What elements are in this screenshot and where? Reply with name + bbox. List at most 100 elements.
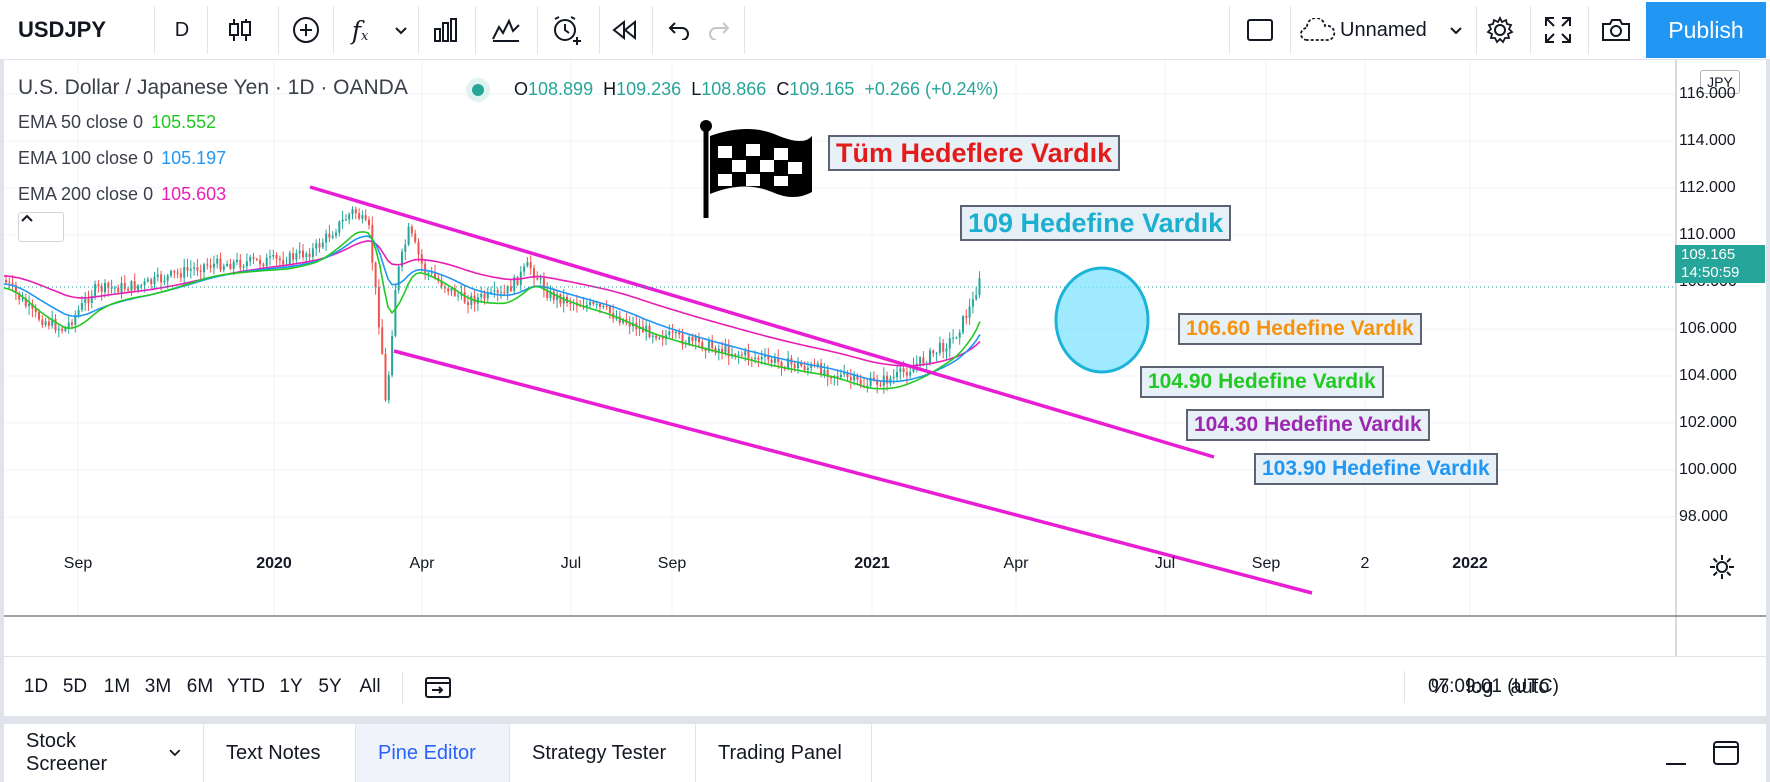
- symbol-search-button[interactable]: USDJPY: [18, 17, 107, 42]
- candle-body: [523, 266, 526, 272]
- divider: [475, 6, 476, 54]
- candles-style-icon[interactable]: [218, 0, 262, 60]
- candle-body: [777, 357, 780, 363]
- fullscreen-icon[interactable]: [1538, 0, 1578, 60]
- range-1y[interactable]: 1Y: [279, 676, 303, 697]
- range-3m[interactable]: 3M: [144, 676, 172, 697]
- range-5y[interactable]: 5Y: [318, 676, 342, 697]
- upper-trendline[interactable]: [309, 185, 1215, 459]
- lower-trendline[interactable]: [393, 349, 1313, 595]
- templates-icon[interactable]: [484, 0, 528, 60]
- target-circle-highlight[interactable]: [1054, 266, 1150, 374]
- percent-scale-toggle[interactable]: %: [1431, 675, 1449, 698]
- publish-button[interactable]: Publish: [1646, 2, 1766, 58]
- annotation-target-109[interactable]: 109 Hedefine Vardık: [960, 205, 1232, 241]
- time-tick-label: 2020: [256, 555, 292, 572]
- time-tick-label: Jul: [1154, 555, 1176, 572]
- candle-body: [975, 295, 978, 300]
- annotation-all-targets[interactable]: Tüm Hedeflere Vardık: [828, 135, 1121, 171]
- candle-body: [410, 226, 413, 234]
- camera-icon[interactable]: [1596, 0, 1636, 60]
- range-all[interactable]: All: [359, 676, 381, 697]
- candle-body: [470, 295, 473, 306]
- divider: [418, 6, 419, 54]
- candle-body: [325, 233, 328, 243]
- tab-pine-editor[interactable]: Pine Editor: [356, 724, 510, 782]
- ema-50-legend[interactable]: EMA 50 close 0 105.552: [18, 112, 217, 132]
- annotation-target-10390[interactable]: 103.90 Hedefine Vardık: [1254, 453, 1498, 485]
- candle-body: [859, 379, 862, 386]
- checkered-flag-icon[interactable]: [700, 120, 812, 218]
- timezone-clock[interactable]: 07:09:01 (UTC): [1428, 676, 1559, 697]
- candle-body: [427, 272, 430, 274]
- candle-body: [717, 348, 720, 353]
- ema-100-legend[interactable]: EMA 100 close 0 105.197: [18, 148, 227, 168]
- divider: [154, 6, 155, 54]
- candle-body: [219, 258, 222, 270]
- candle-body: [513, 276, 516, 292]
- symbol-legend-title[interactable]: U.S. Dollar / Japanese Yen · 1D · OANDA: [18, 76, 408, 99]
- candle-body: [450, 288, 453, 292]
- range-ytd[interactable]: YTD: [227, 676, 265, 697]
- candle-body: [71, 322, 73, 325]
- candle-body: [104, 282, 106, 293]
- maximize-icon[interactable]: [1712, 740, 1740, 766]
- redo-icon[interactable]: [700, 0, 740, 60]
- financials-bars-icon[interactable]: [424, 0, 468, 60]
- candle-body: [146, 279, 149, 282]
- gear-icon[interactable]: [1480, 0, 1520, 60]
- tab-strategy-tester[interactable]: Strategy Tester: [510, 724, 696, 782]
- tab-text-notes[interactable]: Text Notes: [204, 724, 356, 782]
- undo-icon[interactable]: [658, 0, 698, 60]
- candle-body: [793, 364, 796, 369]
- tab-trading-panel[interactable]: Trading Panel: [696, 724, 872, 782]
- last-price-value: 109.165: [1681, 246, 1736, 263]
- chevron-down-icon[interactable]: [388, 0, 414, 60]
- tab-stock-screener[interactable]: Stock Screener: [4, 724, 204, 782]
- annotation-target-10660[interactable]: 106.60 Hedefine Vardık: [1178, 313, 1422, 345]
- date-range-bar: 1D 5D 1M 3M 6M YTD 1Y 5Y All 07:09:01 (U…: [4, 656, 1766, 716]
- gear-icon[interactable]: [1709, 554, 1735, 580]
- range-1d[interactable]: 1D: [23, 676, 49, 697]
- currency-badge[interactable]: JPY: [1700, 70, 1740, 94]
- candle-body: [727, 345, 730, 357]
- minimize-icon[interactable]: [1664, 746, 1688, 766]
- candle-body: [14, 284, 17, 293]
- chevron-down-icon[interactable]: [1444, 0, 1468, 60]
- candle-body: [886, 375, 889, 384]
- candle-body: [905, 371, 908, 376]
- candle-body: [542, 277, 545, 291]
- candle-body: [272, 255, 275, 257]
- interval-button[interactable]: D: [174, 18, 190, 41]
- compare-add-icon[interactable]: [284, 0, 328, 60]
- candlestick-series: [5, 206, 981, 404]
- range-5d[interactable]: 5D: [62, 676, 88, 697]
- annotation-target-10490[interactable]: 104.90 Hedefine Vardık: [1140, 366, 1384, 398]
- ema-200-line: [4, 239, 981, 367]
- go-to-date-icon[interactable]: [424, 675, 452, 699]
- fullscreen-layout-icon[interactable]: [1240, 0, 1280, 60]
- candle-body: [394, 289, 397, 337]
- log-scale-toggle[interactable]: log: [1466, 675, 1494, 698]
- ema-200-legend[interactable]: EMA 200 close 0 105.603: [18, 184, 227, 204]
- collapse-legend-button[interactable]: [18, 212, 64, 242]
- cloud-icon[interactable]: [1298, 0, 1338, 60]
- alarm-clock-icon[interactable]: [545, 0, 589, 60]
- candle-body: [21, 298, 24, 300]
- layout-name-button[interactable]: Unnamed: [1340, 18, 1427, 41]
- auto-scale-toggle[interactable]: auto: [1510, 675, 1550, 698]
- annotation-target-10430[interactable]: 104.30 Hedefine Vardık: [1186, 409, 1430, 441]
- candle-body: [622, 319, 625, 323]
- candle-body: [84, 298, 87, 303]
- candle-body: [384, 353, 387, 401]
- candle-body: [645, 325, 648, 332]
- chart-pane[interactable]: U.S. Dollar / Japanese Yen · 1D · OANDA …: [4, 60, 1766, 716]
- divider: [1530, 6, 1531, 54]
- replay-rewind-icon[interactable]: [604, 0, 644, 60]
- candle-body: [117, 287, 120, 293]
- candle-body: [806, 367, 809, 370]
- range-1m[interactable]: 1M: [103, 676, 131, 697]
- range-6m[interactable]: 6M: [186, 676, 214, 697]
- candle-body: [533, 268, 535, 278]
